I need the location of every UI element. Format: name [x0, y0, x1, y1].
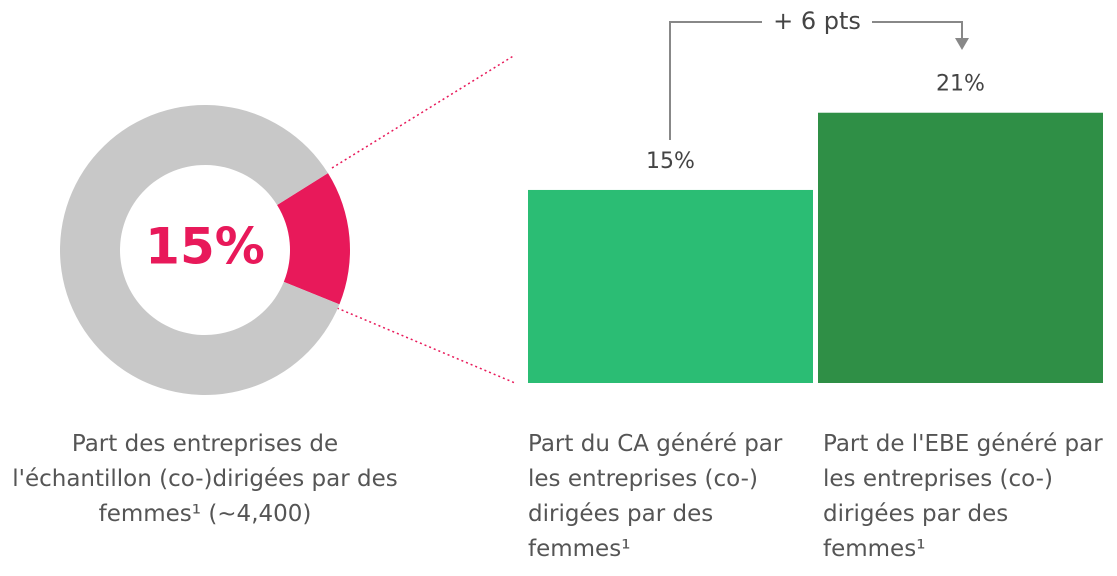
value-label: 21%: [936, 72, 985, 97]
arrow-head: [955, 38, 969, 50]
zoom-line: [331, 54, 516, 169]
bar: [818, 112, 1103, 383]
annotation: + 6 pts: [773, 7, 861, 35]
donut-caption: Part des entreprises de l'échantillon (c…: [12, 431, 398, 527]
donut-segment: [60, 105, 340, 396]
zoom-line: [336, 307, 516, 384]
bar: [528, 189, 813, 383]
donut-segment: [277, 173, 351, 305]
category-label: Part du CA généré par les entreprises (c…: [528, 431, 783, 562]
annotation-bg: [762, 8, 872, 36]
center-label: 15%: [145, 218, 265, 276]
category-label: Part de l'EBE généré par les entreprises…: [823, 431, 1103, 562]
value-label: 15%: [646, 149, 695, 174]
